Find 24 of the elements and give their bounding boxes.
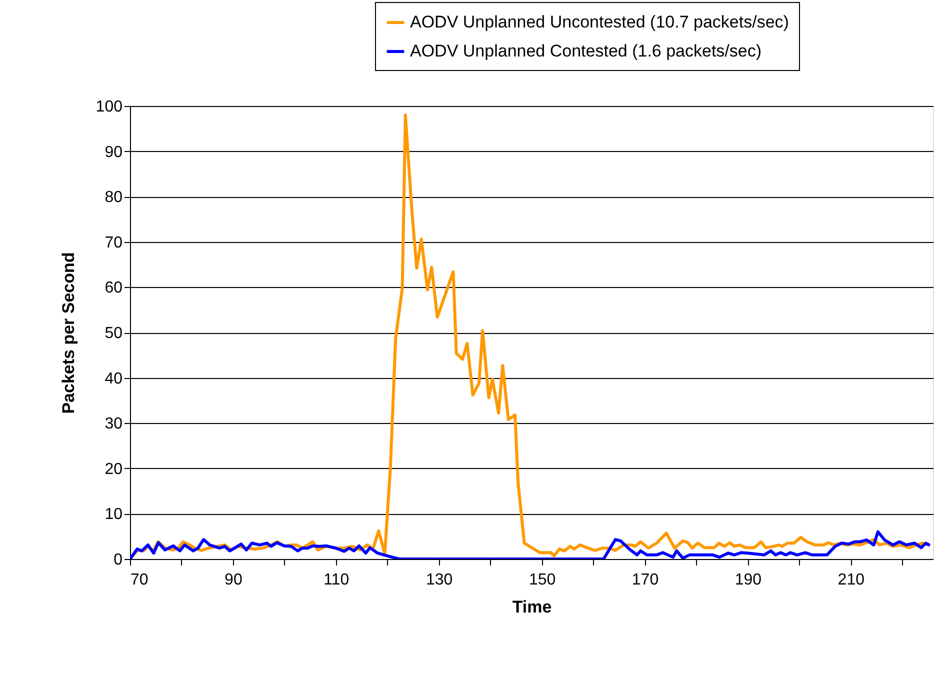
legend-label: AODV Unplanned Contested (1.6 packets/sec) bbox=[410, 42, 762, 60]
x-tick-label: 170 bbox=[632, 572, 659, 588]
x-tick-label: 150 bbox=[528, 572, 556, 588]
y-tick-label: 50 bbox=[104, 325, 123, 342]
y-tick-label: 60 bbox=[104, 280, 123, 297]
y-tick-label: 10 bbox=[104, 506, 123, 524]
y-tick-label: 30 bbox=[104, 416, 123, 433]
x-tick-label: 90 bbox=[224, 572, 242, 588]
y-tick-label: 100 bbox=[96, 98, 123, 116]
x-tick-label: 210 bbox=[838, 572, 865, 588]
y-tick-label: 0 bbox=[114, 552, 123, 568]
y-tick-label: 20 bbox=[104, 460, 123, 478]
line-series bbox=[130, 530, 932, 559]
x-tick-label: 130 bbox=[426, 572, 453, 588]
x-axis-title: Time bbox=[512, 598, 552, 616]
y-tick-label: 40 bbox=[104, 370, 123, 388]
y-axis-title: Packets per Second bbox=[58, 252, 78, 414]
y-tick-label: 90 bbox=[104, 144, 123, 161]
legend-label: AODV Unplanned Uncontested (10.7 packets/sec) bbox=[410, 12, 789, 32]
y-tick-label: 70 bbox=[104, 234, 123, 252]
x-tick-label: 190 bbox=[734, 572, 762, 588]
y-tick-label: 80 bbox=[104, 189, 123, 206]
x-tick-label: 110 bbox=[324, 572, 350, 588]
x-tick-label: 70 bbox=[130, 572, 148, 588]
